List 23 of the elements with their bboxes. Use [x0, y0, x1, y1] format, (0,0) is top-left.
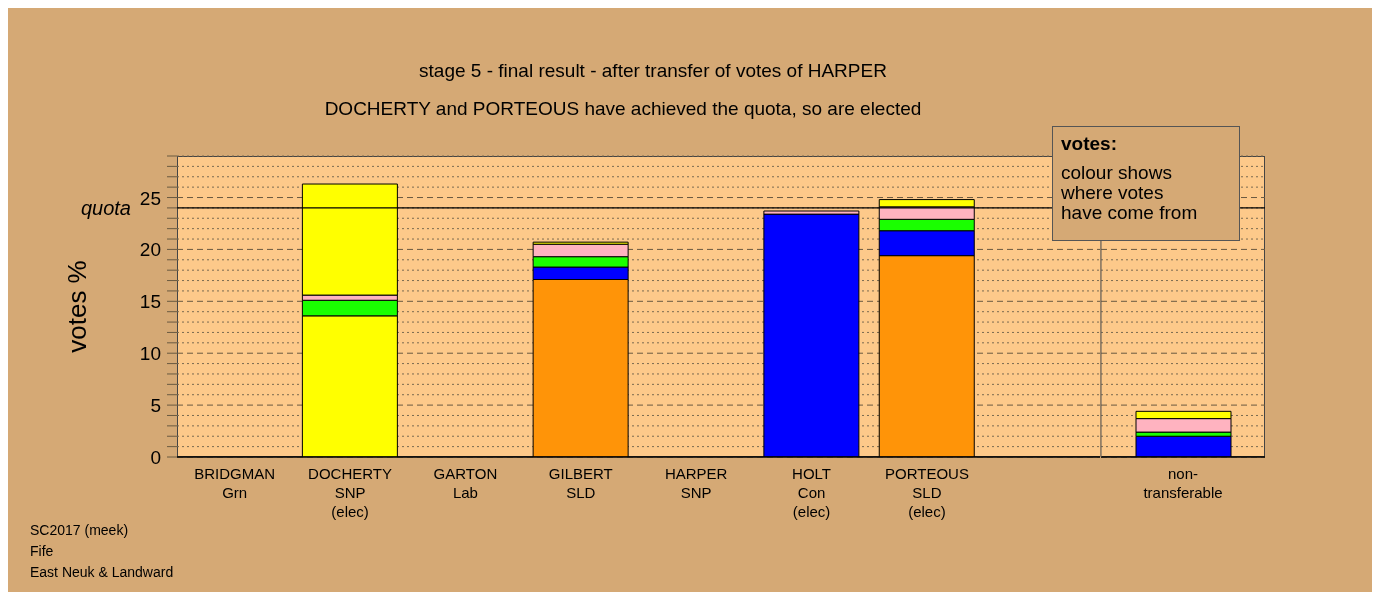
y-tick-label: 25	[139, 187, 161, 209]
text: SC2017 (meek)	[30, 521, 130, 540]
y-tick-label: 20	[139, 239, 161, 261]
y-tick-label: 10	[139, 343, 161, 365]
x-tick-label: DOCHERTY SNP (elec)	[308, 465, 393, 520]
x-tick-label: BRIDGMAN Grn	[194, 465, 276, 501]
y-tick-label: 0	[150, 447, 161, 468]
chart-subtitle: DOCHERTY and PORTEOUS have achieved the quota, so are elected	[323, 98, 923, 120]
y-axis-title: votes %	[62, 260, 93, 353]
x-tick-label: non- transferable	[1143, 465, 1223, 501]
y-tick-label: 15	[139, 291, 161, 313]
x-tick-label: HOLT Con (elec)	[792, 465, 832, 520]
x-tick-label: HARPER SNP	[664, 465, 728, 501]
annotation: colour shows where votes have come from	[1061, 162, 1199, 223]
chart-title: stage 5 - final result - after transfer of votes of HARPER	[418, 60, 888, 82]
text: East Neuk & Landward	[30, 563, 174, 582]
x-tick-label: GARTON Lab	[433, 465, 498, 501]
x-tick-label: GILBERT SLD	[548, 465, 613, 501]
text: Fife	[30, 542, 55, 561]
text: votes:	[1061, 133, 1118, 155]
ref-line-label: quota	[80, 196, 131, 219]
x-tick-label: PORTEOUS SLD (elec)	[884, 465, 969, 520]
y-tick-label: 5	[150, 395, 161, 417]
